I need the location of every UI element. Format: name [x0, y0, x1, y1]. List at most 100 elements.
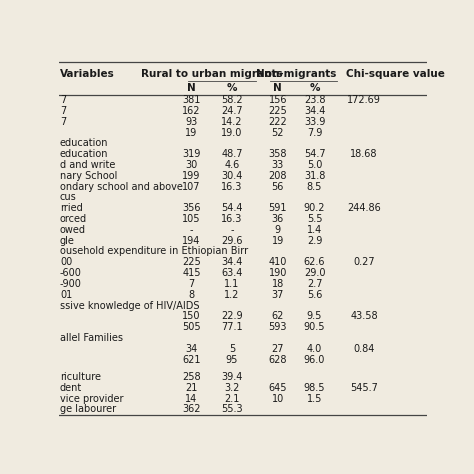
Text: Variables: Variables [60, 69, 115, 79]
Text: 410: 410 [269, 257, 287, 267]
Text: 621: 621 [182, 355, 201, 365]
Text: 0.27: 0.27 [353, 257, 375, 267]
Text: 5.5: 5.5 [307, 214, 322, 224]
Text: 98.5: 98.5 [304, 383, 325, 393]
Text: -600: -600 [60, 268, 82, 278]
Text: 10: 10 [272, 393, 284, 403]
Text: 19: 19 [185, 128, 198, 137]
Text: -900: -900 [60, 279, 82, 289]
Text: orced: orced [60, 214, 87, 224]
Text: 356: 356 [182, 203, 201, 213]
Text: 33: 33 [272, 160, 284, 170]
Text: owed: owed [60, 225, 86, 235]
Text: ge labourer: ge labourer [60, 404, 116, 414]
Text: 18.68: 18.68 [350, 149, 378, 159]
Text: 4.6: 4.6 [224, 160, 239, 170]
Text: 199: 199 [182, 171, 201, 181]
Text: 9: 9 [275, 225, 281, 235]
Text: 225: 225 [182, 257, 201, 267]
Text: 7: 7 [60, 106, 66, 116]
Text: 56: 56 [272, 182, 284, 191]
Text: 00: 00 [60, 257, 72, 267]
Text: ssive knowledge of HIV/AIDS: ssive knowledge of HIV/AIDS [60, 301, 200, 310]
Text: 156: 156 [269, 95, 287, 105]
Text: 39.4: 39.4 [221, 372, 243, 382]
Text: 208: 208 [269, 171, 287, 181]
Text: 24.7: 24.7 [221, 106, 243, 116]
Text: 194: 194 [182, 236, 201, 246]
Text: 34.4: 34.4 [221, 257, 243, 267]
Text: 58.2: 58.2 [221, 95, 243, 105]
Text: 258: 258 [182, 372, 201, 382]
Text: 5.0: 5.0 [307, 160, 322, 170]
Text: 1.1: 1.1 [224, 279, 239, 289]
Text: 1.5: 1.5 [307, 393, 322, 403]
Text: 95: 95 [226, 355, 238, 365]
Text: 5.6: 5.6 [307, 290, 322, 300]
Text: 415: 415 [182, 268, 201, 278]
Text: 55.3: 55.3 [221, 404, 243, 414]
Text: 593: 593 [269, 322, 287, 332]
Text: gle: gle [60, 236, 75, 246]
Text: 14.2: 14.2 [221, 117, 243, 127]
Text: 22.9: 22.9 [221, 311, 243, 321]
Text: 54.7: 54.7 [304, 149, 325, 159]
Text: 505: 505 [182, 322, 201, 332]
Text: 225: 225 [268, 106, 287, 116]
Text: -: - [230, 225, 234, 235]
Text: -: - [190, 225, 193, 235]
Text: 90.5: 90.5 [304, 322, 325, 332]
Text: 19.0: 19.0 [221, 128, 243, 137]
Text: 29.6: 29.6 [221, 236, 243, 246]
Text: 62: 62 [272, 311, 284, 321]
Text: 645: 645 [269, 383, 287, 393]
Text: 43.58: 43.58 [350, 311, 378, 321]
Text: 2.1: 2.1 [224, 393, 239, 403]
Text: 4.0: 4.0 [307, 344, 322, 354]
Text: 52: 52 [272, 128, 284, 137]
Text: 62.6: 62.6 [304, 257, 325, 267]
Text: 7: 7 [188, 279, 195, 289]
Text: 29.0: 29.0 [304, 268, 325, 278]
Text: 319: 319 [182, 149, 201, 159]
Text: 105: 105 [182, 214, 201, 224]
Text: 107: 107 [182, 182, 201, 191]
Text: 16.3: 16.3 [221, 182, 243, 191]
Text: Non-migrants: Non-migrants [256, 69, 337, 79]
Text: Chi-square value: Chi-square value [346, 69, 445, 79]
Text: 545.7: 545.7 [350, 383, 378, 393]
Text: 358: 358 [269, 149, 287, 159]
Text: 48.7: 48.7 [221, 149, 243, 159]
Text: 1.4: 1.4 [307, 225, 322, 235]
Text: 96.0: 96.0 [304, 355, 325, 365]
Text: 9.5: 9.5 [307, 311, 322, 321]
Text: 19: 19 [272, 236, 284, 246]
Text: 5: 5 [229, 344, 235, 354]
Text: 30: 30 [185, 160, 198, 170]
Text: 7: 7 [60, 95, 66, 105]
Text: 7.9: 7.9 [307, 128, 322, 137]
Text: nary School: nary School [60, 171, 118, 181]
Text: 27: 27 [272, 344, 284, 354]
Text: 36: 36 [272, 214, 284, 224]
Text: 18: 18 [272, 279, 284, 289]
Text: 54.4: 54.4 [221, 203, 243, 213]
Text: education: education [60, 138, 109, 148]
Text: 244.86: 244.86 [347, 203, 381, 213]
Text: 190: 190 [269, 268, 287, 278]
Text: 90.2: 90.2 [304, 203, 325, 213]
Text: riculture: riculture [60, 372, 101, 382]
Text: 34.4: 34.4 [304, 106, 325, 116]
Text: ondary school and above: ondary school and above [60, 182, 183, 191]
Text: ousehold expenditure in Ethiopian Birr: ousehold expenditure in Ethiopian Birr [60, 246, 248, 256]
Text: 8.5: 8.5 [307, 182, 322, 191]
Text: 21: 21 [185, 383, 198, 393]
Text: 2.9: 2.9 [307, 236, 322, 246]
Text: d and write: d and write [60, 160, 115, 170]
Text: 33.9: 33.9 [304, 117, 325, 127]
Text: 362: 362 [182, 404, 201, 414]
Text: 150: 150 [182, 311, 201, 321]
Text: 1.2: 1.2 [224, 290, 239, 300]
Text: %: % [227, 83, 237, 93]
Text: 591: 591 [269, 203, 287, 213]
